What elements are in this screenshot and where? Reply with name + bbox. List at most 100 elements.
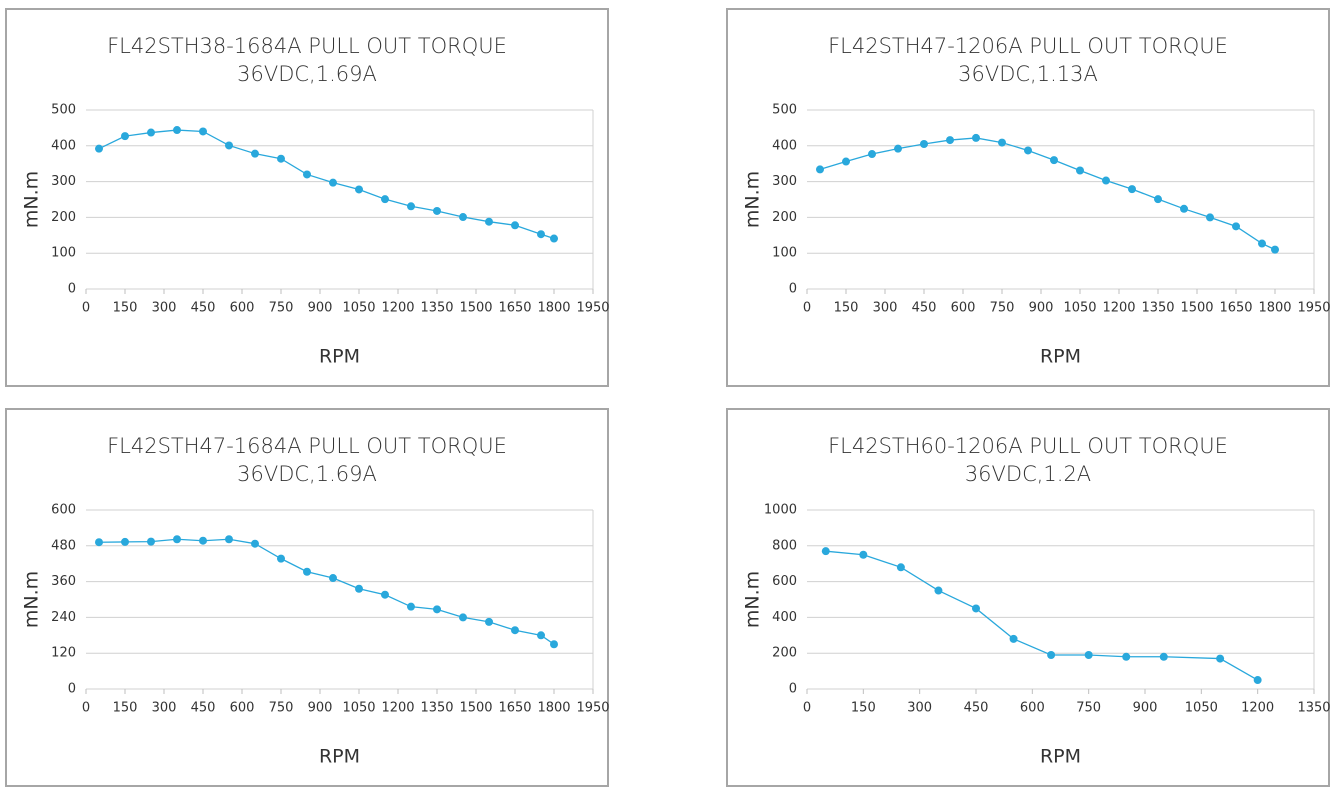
y-tick-label: 600 — [51, 503, 76, 518]
data-point — [896, 563, 905, 572]
chart-title: FL42STH47-1684A PULL OUT TORQUE — [107, 434, 507, 458]
x-tick-label: 0 — [82, 301, 90, 316]
x-tick-label: 1050 — [342, 701, 375, 716]
y-axis-label: mN.m — [21, 571, 43, 628]
y-tick-label: 0 — [68, 682, 76, 697]
data-point — [199, 127, 207, 136]
x-tick-label: 1350 — [420, 301, 453, 316]
data-point — [1180, 204, 1188, 213]
panel — [726, 8, 1330, 387]
chart-title: FL42STH38-1684A PULL OUT TORQUE — [107, 34, 507, 58]
data-point — [329, 574, 337, 583]
y-tick-label: 200 — [51, 210, 76, 225]
data-point — [459, 213, 467, 222]
x-tick-label: 600 — [951, 301, 976, 316]
data-point — [173, 535, 181, 544]
x-tick-label: 1500 — [459, 701, 492, 716]
data-point — [303, 170, 311, 179]
x-tick-label: 1500 — [1180, 301, 1213, 316]
data-point — [1128, 185, 1136, 194]
data-point — [550, 234, 558, 243]
y-tick-label: 200 — [772, 646, 797, 661]
y-tick-label: 600 — [772, 574, 797, 589]
x-tick-label: 1200 — [381, 301, 414, 316]
data-point — [147, 128, 155, 137]
x-tick-label: 300 — [152, 301, 177, 316]
data-point — [1206, 213, 1214, 222]
y-tick-label: 0 — [789, 282, 797, 297]
data-point — [381, 590, 389, 599]
data-point — [821, 547, 830, 556]
x-tick-label: 1800 — [537, 701, 570, 716]
y-tick-label: 300 — [51, 174, 76, 189]
data-point — [147, 537, 155, 546]
data-point — [433, 605, 441, 614]
x-tick-label: 0 — [803, 701, 811, 716]
x-tick-label: 1650 — [1219, 301, 1252, 316]
data-point — [1154, 195, 1162, 204]
x-tick-label: 300 — [907, 701, 932, 716]
y-tick-label: 800 — [772, 538, 797, 553]
data-point — [485, 617, 493, 626]
x-tick-label: 1950 — [576, 301, 609, 316]
data-point — [511, 221, 519, 230]
x-tick-label: 1800 — [537, 301, 570, 316]
y-tick-label: 480 — [51, 538, 76, 553]
x-tick-label: 600 — [230, 701, 255, 716]
panel — [726, 408, 1330, 787]
panel — [5, 408, 609, 787]
data-point — [95, 144, 103, 153]
data-point — [485, 217, 493, 226]
data-point — [1047, 650, 1056, 659]
y-tick-label: 240 — [51, 610, 76, 625]
data-point — [1076, 166, 1084, 175]
x-tick-label: 900 — [308, 301, 333, 316]
x-tick-label: 150 — [834, 301, 859, 316]
data-point — [173, 126, 181, 135]
y-axis-label: mN.m — [21, 171, 43, 228]
data-point — [355, 584, 363, 593]
data-point — [550, 640, 558, 649]
y-tick-label: 400 — [772, 138, 797, 153]
data-point — [381, 195, 389, 204]
data-point — [1253, 676, 1262, 685]
x-axis-label: RPM — [1040, 346, 1081, 368]
x-tick-label: 750 — [1076, 701, 1101, 716]
data-point — [1024, 146, 1032, 155]
data-point — [433, 206, 441, 215]
x-tick-label: 600 — [230, 301, 255, 316]
series-line — [825, 550, 1258, 681]
data-point — [329, 178, 337, 187]
y-tick-label: 360 — [51, 574, 76, 589]
x-tick-label: 1200 — [1241, 701, 1274, 716]
y-tick-label: 100 — [772, 246, 797, 261]
data-point — [277, 554, 285, 563]
y-tick-label: 500 — [772, 103, 797, 118]
y-tick-label: 120 — [51, 646, 76, 661]
data-point — [859, 550, 868, 559]
x-tick-label: 450 — [912, 301, 937, 316]
x-tick-label: 900 — [1133, 701, 1158, 716]
data-point — [816, 165, 824, 174]
x-tick-label: 600 — [1020, 701, 1045, 716]
x-tick-label: 1050 — [1063, 301, 1096, 316]
x-tick-label: 1950 — [576, 701, 609, 716]
y-tick-label: 500 — [51, 103, 76, 118]
data-point — [972, 133, 980, 142]
x-tick-label: 750 — [269, 701, 294, 716]
x-tick-label: 1200 — [1102, 301, 1135, 316]
chart-subtitle: 36VDC,1.2A — [965, 462, 1091, 486]
y-tick-label: 0 — [789, 682, 797, 697]
data-point — [842, 157, 850, 166]
x-tick-label: 750 — [269, 301, 294, 316]
panel — [5, 8, 609, 387]
x-tick-label: 1500 — [459, 301, 492, 316]
data-point — [199, 536, 207, 545]
data-point — [537, 631, 545, 640]
data-point — [1009, 634, 1018, 643]
x-tick-label: 1350 — [1297, 701, 1330, 716]
data-point — [972, 604, 980, 613]
x-tick-label: 450 — [964, 701, 989, 716]
data-point — [1159, 652, 1168, 661]
x-tick-label: 1650 — [498, 301, 531, 316]
